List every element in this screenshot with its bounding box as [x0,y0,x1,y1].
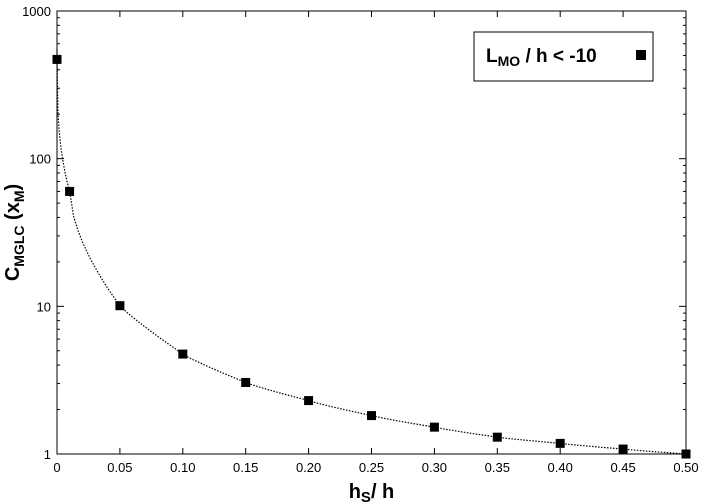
x-tick-label: 0.40 [548,460,573,475]
data-point [115,301,125,311]
data-point [492,432,502,442]
legend-label-sub: MO [498,53,521,69]
x-tick-label: 0.05 [107,460,132,475]
x-tick-label: 0.25 [359,460,384,475]
x-axis-title-main: h [349,481,361,503]
fit-curve [56,49,687,455]
legend-label: LMO / h < -10 [486,46,597,69]
data-point [555,438,565,448]
x-axis-title: hS/ h [349,481,395,504]
x-tick-label: 0.35 [485,460,510,475]
data-points [52,54,691,459]
data-point [241,377,251,387]
data-point [304,396,314,406]
legend-marker [636,50,646,60]
y-axis-title-mid: (x [2,202,24,225]
y-axis-ticks: 1 10 100 1000 [22,4,686,462]
data-point [367,411,376,421]
legend-box [473,31,654,82]
x-axis-title-rest: / h [371,481,394,503]
data-point [178,349,188,359]
x-axis-ticks: 0 0.05 0.10 0.15 0.20 0.25 0.30 0.35 0.40 0.45 0.5… [53,11,699,475]
x-tick-label: 0.15 [233,460,258,475]
x-tick-label: 0.30 [422,460,447,475]
data-point [52,54,62,64]
data-point [618,444,628,454]
y-axis-title-main: C [2,267,24,281]
y-tick-label: 100 [29,152,51,167]
x-axis-title-sub: S [361,489,371,504]
y-tick-label: 1000 [22,4,51,19]
x-tick-label: 0.10 [170,460,195,475]
y-tick-label: 10 [37,299,51,314]
legend-label-rest: / h < -10 [520,46,597,67]
legend: LMO / h < -10 [473,31,654,82]
y-tick-label: 1 [44,447,51,462]
legend-label-main: L [486,46,498,67]
data-point [65,186,75,196]
x-tick-label: 0.45 [610,460,635,475]
x-tick-label: 0.50 [673,460,698,475]
data-point [429,422,439,432]
y-axis-title: CMGLC (xM) [2,184,27,281]
y-axis-title-sub: MGLC [11,226,27,267]
y-axis-title-sub2: M [11,190,27,202]
x-tick-label: 0 [53,460,60,475]
y-axis-title-end: ) [2,184,24,191]
data-point [681,449,691,459]
x-tick-label: 0.20 [296,460,321,475]
